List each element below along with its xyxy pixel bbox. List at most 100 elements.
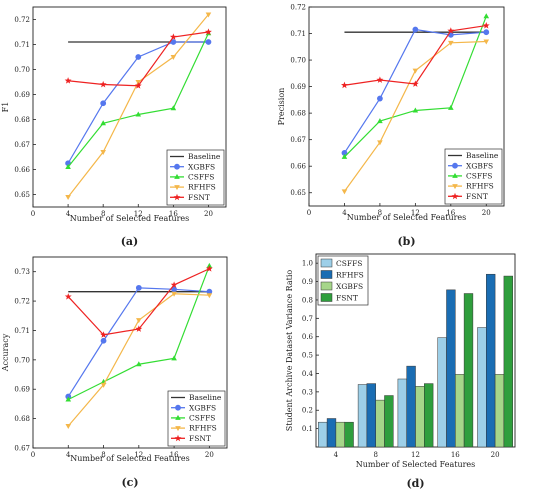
bar-fsnt [424,383,434,448]
bar-csffs [477,327,487,448]
data-point-fsnt [170,281,178,288]
x-tick-label: 20 [204,210,213,218]
data-point-fsnt [376,76,384,83]
data-point-fsnt [341,81,348,89]
x-tick-label: 8 [101,210,105,218]
x-tick-label: 8 [101,451,105,459]
data-point-rfhfs [65,195,71,200]
x-tick-label: 12 [134,451,143,459]
legend-entry-rfhfs: RFHFS [336,271,364,280]
legend-entry-baseline: Baseline [188,152,221,161]
panel-a: 0.65 0.66 0.67 0.68 0.69 0.70 0.71 0.72 Number o… [1,6,227,248]
y-tick-label: 0.4 [302,370,314,378]
x-tick-label: 0 [31,210,35,218]
plot-frame [32,6,227,208]
panel-label: (d) [406,477,424,490]
data-point-csffs [412,107,419,113]
data-point-rfhfs [206,293,213,299]
y-tick-label: 0.70 [14,356,30,364]
legend-entry-fsnt: FSNT [188,193,210,202]
y-tick-label: 0.67 [290,136,306,144]
data-point-fsnt [447,27,455,34]
y-tick-label: 0.3 [302,388,313,396]
x-tick-label: 4 [66,210,71,218]
bar-csffs [318,421,328,448]
data-point-xgbfs [205,39,212,45]
bar-rfhfs [406,365,416,448]
series-line-fsnt [67,268,210,336]
data-point-csffs [135,111,142,117]
y-tick-label: 0.5 [302,352,313,360]
x-tick-label: 4 [334,451,339,459]
x-axis-label: Number of Selected Features [70,214,190,223]
series-line-xgbfs [67,287,210,397]
bar-csffs [397,378,407,448]
x-axis-label: Number of Selected Features [356,460,476,469]
y-tick-label: 0.72 [290,4,306,12]
data-point-xgbfs [135,284,142,291]
x-tick-label: 16 [446,209,455,217]
legend-entry-csffs: CSFFS [189,414,215,423]
data-point-csffs [448,104,454,110]
data-point-fsnt [100,331,107,338]
bar-csffs [357,384,368,448]
bar-xgbfs [415,386,425,448]
legend-swatch [320,281,333,291]
y-tick-label: 0.68 [14,415,30,423]
data-point-xgbfs [171,286,177,293]
panel-label: (a) [121,235,139,248]
y-tick-label: 0.72 [14,16,30,24]
bar-rfhfs [446,289,456,448]
data-point-csffs [65,396,72,402]
series-line-xgbfs [67,41,209,164]
y-tick-label: 0.69 [14,386,30,394]
data-point-fsnt [64,293,72,300]
data-point-fsnt [135,325,143,332]
bar-rfhfs [366,383,376,448]
x-axis-label: Number of Selected Features [70,454,190,463]
legend-entry-baseline: Baseline [466,151,499,160]
legend-marker [174,434,182,442]
legend-entry-xgbfs: XGBFS [188,162,215,171]
y-tick-label: 0.73 [14,268,30,276]
x-tick-label: 0 [307,209,311,217]
data-point-fsnt [411,80,419,87]
y-tick-label: 0.7 [302,315,313,323]
x-tick-label: 12 [411,451,420,459]
y-tick-label: 0.66 [290,163,306,171]
bar-csffs [437,337,447,448]
legend-marker [452,184,458,190]
bar-xgbfs [455,374,465,448]
legend-marker [175,414,181,420]
legend-marker [452,162,458,169]
series-line-csffs [344,16,487,158]
series-line-xgbfs [343,28,487,154]
legend-entry-fsnt: FSNT [466,192,488,201]
data-point-csffs [100,120,106,126]
x-axis-label: Number of Selected Features [347,213,467,222]
data-point-csffs [377,118,383,124]
legend: CSFFS RFHFS XGBFS FSNT [317,255,369,306]
x-tick-label: 20 [491,451,500,459]
legend-marker [174,163,180,170]
x-tick-label: 16 [169,210,178,218]
panel-b: 0.65 0.66 0.67 0.68 0.69 0.70 0.71 0.72 Number o… [277,4,505,248]
y-tick-label: 0.68 [14,116,30,124]
data-point-rfhfs [100,150,106,155]
legend-entry-rfhfs: RFHFS [466,182,494,191]
data-point-fsnt [205,28,212,35]
y-tick-label: 0.67 [14,445,30,453]
data-point-rfhfs [377,140,383,146]
x-tick-label: 20 [205,451,214,459]
x-tick-label: 4 [66,451,71,459]
y-tick-label: 0.1 [302,425,313,433]
y-axis-label: Precision [277,88,286,126]
legend-swatch [320,293,333,302]
data-point-fsnt [205,265,213,272]
data-point-rfhfs [171,291,177,297]
data-point-xgbfs [170,39,177,45]
bar-fsnt [463,293,474,448]
legend-entry-fsnt: FSNT [189,434,211,443]
data-point-rfhfs [205,12,212,18]
